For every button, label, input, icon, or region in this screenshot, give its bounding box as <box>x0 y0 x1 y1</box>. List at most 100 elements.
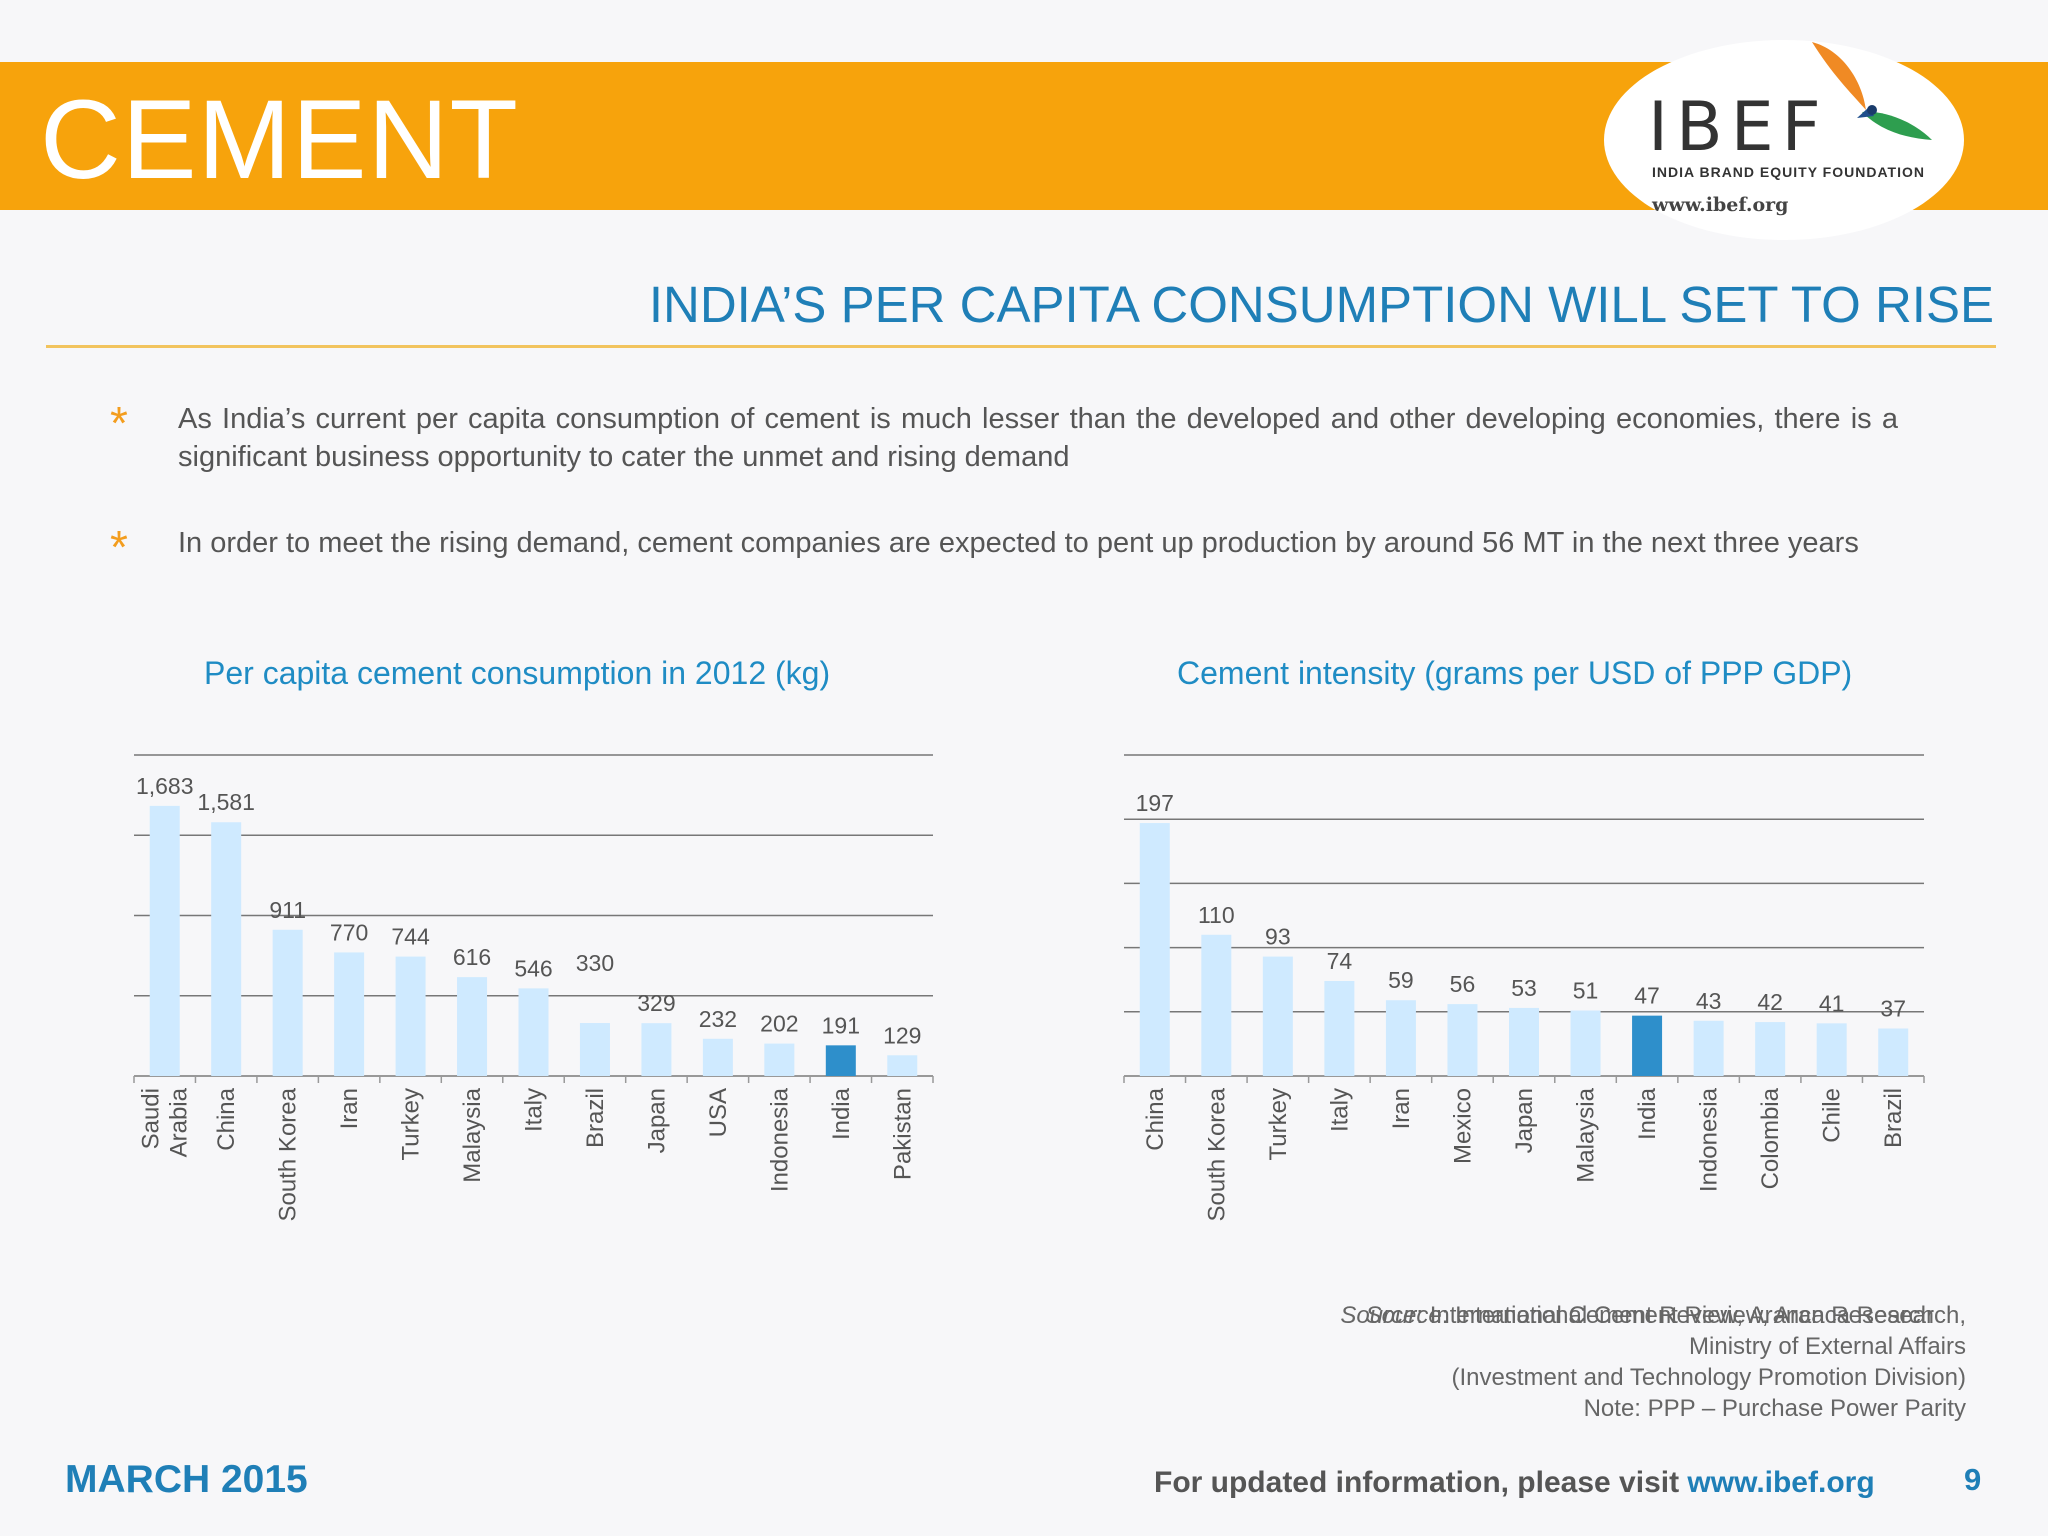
footer-visit-text: For updated information, please visit <box>1154 1466 1688 1499</box>
data-label: 43 <box>1696 988 1722 1014</box>
data-label: 232 <box>699 1006 737 1032</box>
bar-usa <box>702 1038 733 1076</box>
bar-china <box>211 822 242 1076</box>
category-label: Chile <box>1819 1088 1846 1143</box>
bar-india <box>1632 1015 1663 1076</box>
data-label: 191 <box>822 1012 860 1038</box>
ibef-logo[interactable]: IBEF INDIA BRAND EQUITY FOUNDATION www.i… <box>1604 40 1964 240</box>
page-number: 9 <box>1964 1462 1982 1497</box>
bar-chile <box>1816 1023 1847 1076</box>
category-label: Iran <box>336 1088 363 1129</box>
category-label: Turkey <box>1265 1088 1292 1160</box>
category-label: Mexico <box>1449 1088 1476 1164</box>
data-label: 546 <box>514 955 552 981</box>
category-label: China <box>1142 1087 1169 1150</box>
asterisk-icon: * <box>110 521 128 573</box>
data-label: 93 <box>1265 924 1291 950</box>
category-label: Japan <box>643 1088 670 1153</box>
ibef-bird-logo-icon <box>1812 42 1932 140</box>
data-label: 202 <box>760 1011 798 1037</box>
category-label: Brazil <box>582 1088 609 1148</box>
category-label: Italy <box>1326 1088 1353 1132</box>
category-label: India <box>828 1087 855 1140</box>
bar-mexico <box>1447 1004 1478 1076</box>
chart-title-consumption: Per capita cement consumption in 2012 (k… <box>204 655 831 691</box>
bar-malaysia <box>1570 1010 1601 1076</box>
section-heading: INDIA’S PER CAPITA CONSUMPTION WILL SET … <box>648 276 1994 333</box>
source-text: : International Cement Review, Aranca Re… <box>1416 1302 1934 1329</box>
asterisk-icon: * <box>110 397 128 449</box>
category-label: Japan <box>1511 1088 1538 1153</box>
heading-divider <box>46 345 1996 348</box>
bar-indonesia <box>1693 1020 1724 1076</box>
category-label: Brazil <box>1880 1088 1907 1148</box>
data-label: 110 <box>1198 902 1235 928</box>
category-label: Indonesia <box>766 1087 793 1192</box>
bar-italy <box>518 988 549 1076</box>
footer-visit: For updated information, please visit ww… <box>1154 1466 1875 1500</box>
data-label: 42 <box>1757 989 1783 1015</box>
category-label: China <box>213 1087 240 1150</box>
category-label: India <box>1634 1087 1661 1140</box>
category-label: Malaysia <box>1573 1087 1600 1182</box>
consumption-bar-chart: 1,683 Saudi Arabia 1,581 China 911 South Korea… <box>133 754 934 1221</box>
data-label: 51 <box>1573 978 1599 1004</box>
bar-south-korea <box>272 929 303 1076</box>
footer-link[interactable]: www.ibef.org <box>1687 1466 1875 1499</box>
bar-japan <box>1509 1007 1539 1076</box>
bar-turkey <box>1262 956 1293 1076</box>
bar-india <box>825 1045 856 1076</box>
category-label: Colombia <box>1757 1087 1784 1189</box>
data-label: 74 <box>1327 948 1353 974</box>
bar-brazil <box>579 1023 610 1076</box>
source-note-right: Source: International Cement Review, Ara… <box>1366 1300 1966 1424</box>
data-label: 616 <box>453 944 491 970</box>
bar-iran <box>334 952 365 1076</box>
footer-date: MARCH 2015 <box>65 1458 308 1501</box>
category-label: Iran <box>1388 1088 1415 1129</box>
bar-japan <box>641 1023 672 1076</box>
source-label: Source <box>1340 1302 1417 1329</box>
category-label: South Korea <box>1203 1087 1230 1221</box>
logo-tagline: INDIA BRAND EQUITY FOUNDATION <box>1652 164 1925 180</box>
logo-wordmark: IBEF <box>1648 88 1829 167</box>
source-text: : International Cement Review, Aranca Re… <box>1441 1302 1966 1329</box>
bar-turkey <box>395 956 426 1076</box>
bar-indonesia <box>764 1043 795 1076</box>
category-label: Arabia <box>166 1087 193 1157</box>
data-label: 129 <box>883 1022 921 1048</box>
logo-url[interactable]: www.ibef.org <box>1652 194 1789 216</box>
category-label: Saudi <box>138 1088 165 1149</box>
source-text: (Investment and Technology Promotion Div… <box>1451 1364 1966 1391</box>
data-label: 330 <box>576 950 614 976</box>
data-label: 1,581 <box>197 789 255 815</box>
data-label: 56 <box>1450 971 1476 997</box>
data-label: 47 <box>1634 983 1660 1009</box>
data-label: 197 <box>1136 790 1174 816</box>
source-note-left: Source: International Cement Review, Ara… <box>1340 1300 1934 1331</box>
bar-malaysia <box>457 977 488 1076</box>
bar-saudi-arabia <box>149 805 180 1076</box>
category-label: Indonesia <box>1696 1087 1723 1192</box>
data-label: 329 <box>637 990 675 1016</box>
bar-iran <box>1385 1000 1416 1076</box>
data-label: 37 <box>1880 995 1906 1021</box>
category-label: Italy <box>521 1088 548 1132</box>
data-label: 59 <box>1388 967 1414 993</box>
bar-south-korea <box>1201 934 1232 1076</box>
data-label: 744 <box>391 924 430 950</box>
intensity-bar-chart: 197 China 110 South Korea 93 Turkey 74 Italy 59 I… <box>1123 754 1925 1221</box>
data-label: 911 <box>269 897 306 923</box>
bar-pakistan <box>887 1055 918 1076</box>
bar-brazil <box>1878 1028 1909 1076</box>
category-label: Turkey <box>398 1088 425 1160</box>
ppp-note: Note: PPP – Purchase Power Parity <box>1583 1395 1966 1422</box>
source-label: Source <box>1365 1302 1442 1329</box>
chart-title-intensity: Cement intensity (grams per USD of PPP G… <box>1177 655 1853 691</box>
bar-china <box>1139 823 1170 1076</box>
bullet-text: As India’s current per capita consumptio… <box>178 403 1898 473</box>
category-label: Malaysia <box>459 1087 486 1182</box>
source-text: Ministry of External Affairs <box>1689 1333 1966 1360</box>
category-label: Pakistan <box>889 1088 916 1180</box>
bar-colombia <box>1755 1022 1786 1076</box>
